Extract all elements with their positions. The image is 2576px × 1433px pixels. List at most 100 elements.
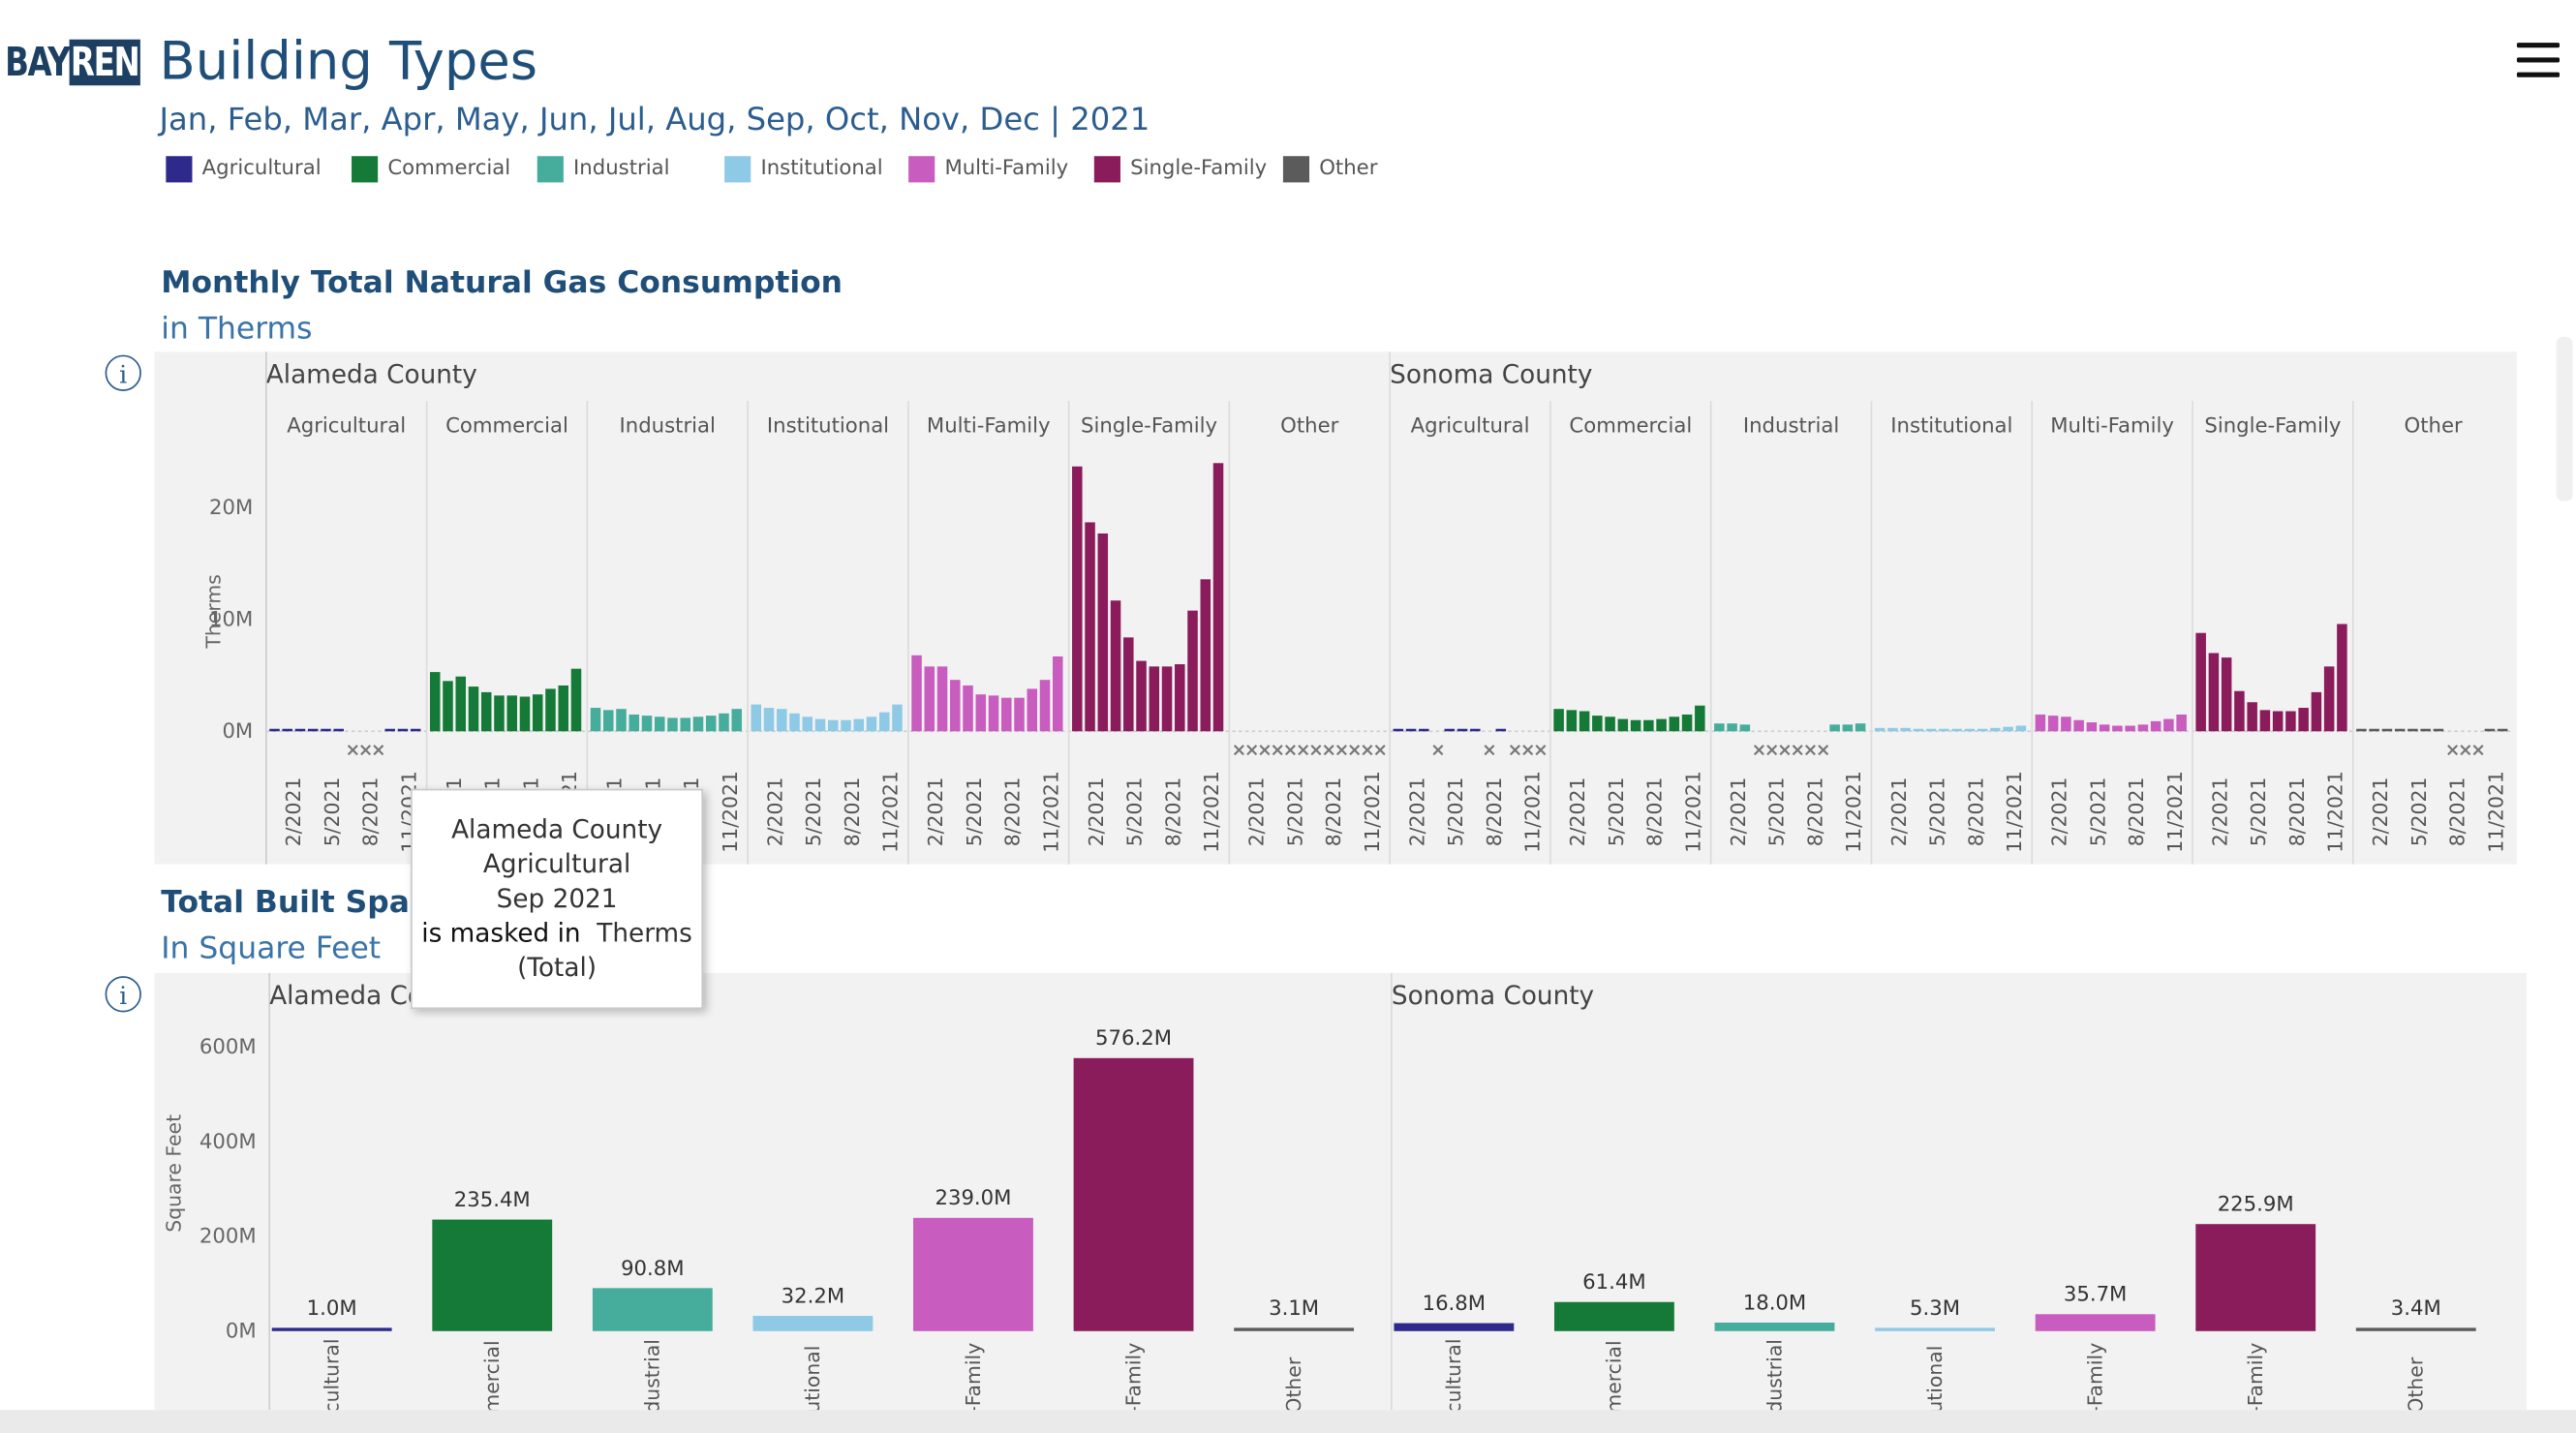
bar-commercial xyxy=(1553,1301,1674,1331)
built-space-chart: Square Feet 0M 200M 400M 600M Alameda Co 1.0M c… xyxy=(154,972,2528,1411)
bar-value-label: 225.9M xyxy=(2218,1193,2294,1217)
tooltip: Alameda County Agricultural Sep 2021 is … xyxy=(411,788,704,1010)
legend-swatch xyxy=(352,155,379,182)
masked-marker: × xyxy=(1508,741,1523,761)
x-tick-label: 11/2021 xyxy=(1681,771,1704,853)
bar-industrial-dec xyxy=(731,709,742,732)
masked-marker: × xyxy=(1257,741,1273,761)
legend-item-agricultural[interactable]: Agricultural xyxy=(166,155,322,185)
masked-marker: × xyxy=(1296,741,1311,761)
chart2-title: Total Built Space xyxy=(161,885,448,921)
masked-marker: × xyxy=(1430,741,1446,761)
bar-industrial-nov xyxy=(1842,724,1854,732)
bar-commercial-feb xyxy=(443,681,453,732)
bar-agricultural xyxy=(1394,1323,1515,1331)
masked-marker: × xyxy=(346,741,361,761)
legend-item-institutional[interactable]: Institutional xyxy=(724,155,883,185)
bar-single-family-dec xyxy=(1212,463,1224,732)
bar-industrial-jan xyxy=(1714,723,1725,732)
bar-single-family-jan xyxy=(1072,466,1083,732)
bar-institutional-nov xyxy=(878,712,890,732)
legend-label: Industrial xyxy=(573,154,670,179)
bar-single-family-apr xyxy=(2234,690,2245,732)
bar-value-label: 235.4M xyxy=(454,1188,531,1212)
x-tick-label: 5/2021 xyxy=(1765,777,1789,847)
bar-institutional-feb xyxy=(763,708,775,732)
legend-item-industrial[interactable]: Industrial xyxy=(537,155,670,185)
bar-institutional-aug xyxy=(841,719,851,732)
x-tick-label: 8/2021 xyxy=(841,777,864,847)
bar-value-label: 16.8M xyxy=(1423,1292,1486,1316)
bar-single-family-mar xyxy=(2221,657,2232,732)
x-tick-label: 11/2021 xyxy=(1842,771,1865,853)
info-circle-icon[interactable]: i xyxy=(105,354,141,391)
legend-item-commercial[interactable]: Commercial xyxy=(352,155,510,185)
x-tick-label: utional xyxy=(1923,1346,1947,1411)
masked-marker: × xyxy=(2470,741,2486,761)
bar-single-family-nov xyxy=(1200,579,1211,732)
x-tick-label: 11/2021 xyxy=(1361,771,1384,853)
masked-marker: × xyxy=(1764,741,1780,761)
x-tick-label: 8/2021 xyxy=(1483,777,1506,847)
masked-marker: × xyxy=(1482,741,1497,761)
bar-institutional-may xyxy=(802,716,813,732)
y-tick-label: 0M xyxy=(226,1320,257,1344)
gas-consumption-chart: Therms 0M 10M 20M Alameda County Agricultural… xyxy=(154,351,2517,865)
bar-multi-family-feb xyxy=(2047,716,2059,732)
x-tick-label: 5/2021 xyxy=(2086,777,2109,847)
x-tick-label: 11/2021 xyxy=(2163,771,2187,853)
masked-marker: × xyxy=(1520,741,1536,761)
horizontal-scrollbar[interactable] xyxy=(0,1410,2576,1433)
y-axis-label: Therms xyxy=(201,574,225,649)
chart1-subtitle: in Therms xyxy=(161,312,313,348)
x-tick-label: 2/2021 xyxy=(1405,777,1428,847)
bar-commercial-jul xyxy=(1630,719,1641,732)
bar-commercial xyxy=(432,1219,553,1331)
category-header: Agricultural xyxy=(287,413,406,438)
bar-value-label: 18.0M xyxy=(1743,1291,1806,1315)
legend-item-multi-family[interactable]: Multi-Family xyxy=(908,155,1068,185)
legend-item-other[interactable]: Other xyxy=(1282,155,1377,185)
category-header: Commercial xyxy=(1569,413,1692,438)
bar-institutional-dec xyxy=(2015,725,2027,732)
vertical-scrollbar[interactable] xyxy=(2556,336,2573,502)
bar-agricultural-feb xyxy=(282,728,292,732)
x-tick-label: 8/2021 xyxy=(359,777,383,847)
bar-industrial-mar xyxy=(616,709,627,732)
tooltip-status: is masked in Therms xyxy=(421,918,692,949)
x-tick-label: Other xyxy=(2405,1357,2428,1410)
x-tick-label: 5/2021 xyxy=(802,777,825,847)
legend-item-single-family[interactable]: Single-Family xyxy=(1093,155,1267,185)
bar-commercial-apr xyxy=(1592,716,1603,732)
bar-multi-family-oct xyxy=(2150,720,2162,732)
info-circle-icon[interactable]: i xyxy=(105,976,141,1013)
y-tick-label: 600M xyxy=(199,1035,257,1059)
bar-institutional-oct xyxy=(1990,727,2001,732)
bar-commercial-nov xyxy=(1681,714,1693,732)
hamburger-menu-icon[interactable] xyxy=(2516,43,2561,87)
x-tick-label: 8/2021 xyxy=(1001,777,1025,847)
legend-swatch xyxy=(1093,155,1120,182)
masked-marker: × xyxy=(1244,741,1260,761)
bar-institutional-mar xyxy=(1900,727,1911,732)
x-tick-label: 5/2021 xyxy=(2247,777,2270,847)
x-tick-label: 11/2021 xyxy=(1521,771,1545,853)
x-tick-label: -Family xyxy=(2083,1343,2106,1410)
county-label: Sonoma County xyxy=(1392,982,1594,1011)
x-tick-label: 8/2021 xyxy=(1964,777,1987,847)
bar-commercial-nov xyxy=(558,685,568,732)
bar-institutional-jul xyxy=(828,719,839,732)
bar-multi-family-mar xyxy=(2061,716,2071,732)
masked-marker: × xyxy=(1334,741,1350,761)
bar-agricultural-jul xyxy=(1470,728,1481,732)
x-tick-label: 8/2021 xyxy=(2125,777,2148,847)
bar-multi-family-mar xyxy=(936,666,948,732)
x-tick-label: 11/2021 xyxy=(719,771,742,853)
bar-value-label: 90.8M xyxy=(621,1257,684,1281)
category-header: Multi-Family xyxy=(927,413,1051,438)
masked-marker: × xyxy=(1283,741,1299,761)
category-header: Commercial xyxy=(445,413,568,438)
bar-value-label: 35.7M xyxy=(2064,1283,2127,1307)
bar-single-family-may xyxy=(2247,702,2257,732)
bar-multi-family-may xyxy=(963,685,973,732)
